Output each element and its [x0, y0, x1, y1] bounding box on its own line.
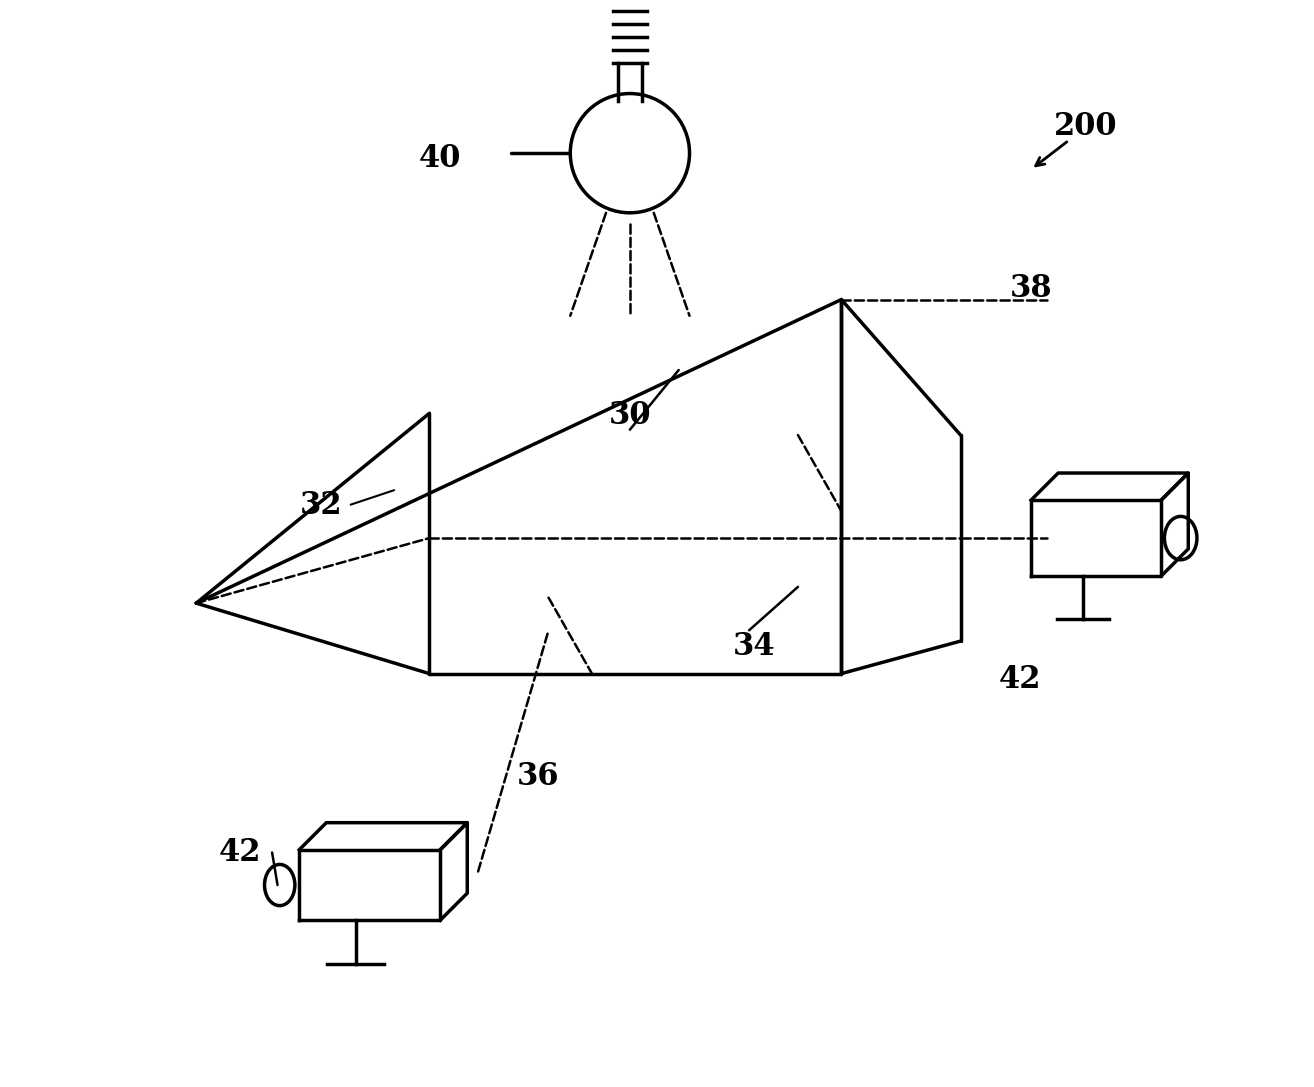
Text: 38: 38 — [1009, 273, 1053, 304]
Text: 34: 34 — [733, 630, 775, 662]
Text: 40: 40 — [419, 143, 461, 174]
Text: 42: 42 — [999, 663, 1042, 695]
Text: 36: 36 — [516, 761, 558, 792]
Text: 30: 30 — [608, 400, 652, 432]
Text: 32: 32 — [300, 490, 342, 521]
Text: 200: 200 — [1054, 111, 1117, 141]
Text: 42: 42 — [218, 837, 260, 869]
